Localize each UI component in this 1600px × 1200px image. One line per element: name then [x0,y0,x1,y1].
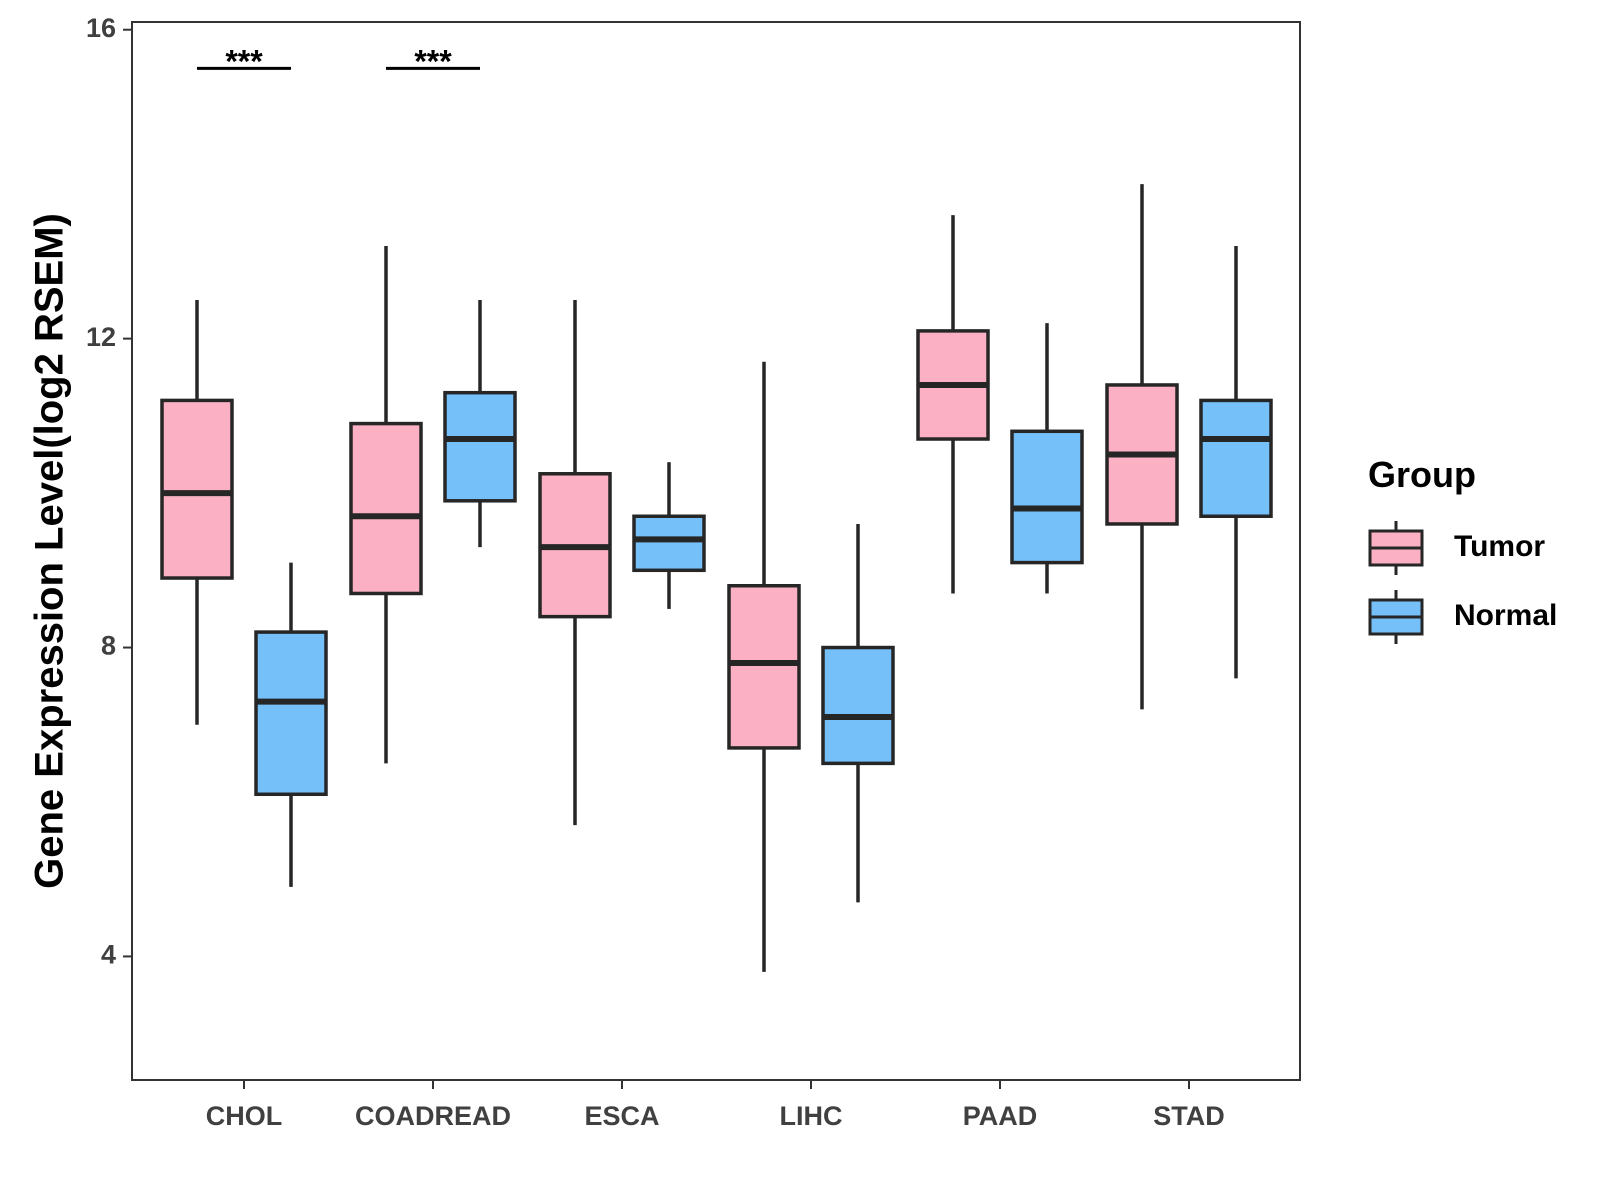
box-body [254,630,328,797]
box-normal-esca [632,462,706,609]
x-tick-label: STAD [1153,1101,1225,1131]
box-normal-paad [1010,323,1084,594]
y-tick-label: 16 [86,13,116,43]
box-body [821,645,895,766]
box-series [160,184,1273,972]
box-normal-stad [1199,245,1273,679]
box-tumor-esca [538,300,612,826]
box-normal-chol [254,562,328,887]
box-body [632,514,706,573]
y-tick-label: 4 [101,940,116,970]
x-tick-label: LIHC [780,1101,843,1131]
box-body [1199,398,1273,518]
box-body [160,398,234,580]
box-tumor-stad [1105,184,1179,710]
y-axis-title: Gene Expression Level(log2 RSEM) [28,213,72,889]
x-tick-label: COADREAD [355,1101,511,1131]
x-axis: CHOL COADREAD ESCA LIHC PAAD STAD [206,1080,1225,1131]
legend-item-tumor: Tumor [1368,521,1545,575]
x-tick-label: ESCA [584,1101,659,1131]
legend-label: Normal [1454,599,1557,632]
significance-annotations: *** *** [197,43,480,79]
legend-label: Tumor [1454,530,1545,563]
box-tumor-chol [160,300,234,725]
legend-title: Group [1368,454,1476,495]
box-tumor-paad [916,215,990,594]
box-body [727,584,801,750]
significance-label: *** [225,43,263,79]
box-body [1010,429,1084,565]
box-normal-coadread [443,300,517,548]
box-body [349,421,423,596]
legend: Group Tumor Normal [1368,454,1557,644]
plot-panel [131,21,1301,1081]
y-tick-label: 12 [86,322,116,352]
y-axis: 4 8 12 16 [86,13,132,970]
box-normal-lihc [821,523,895,903]
y-tick-label: 8 [101,631,116,661]
box-tumor-lihc [727,361,801,972]
box-body [443,390,517,503]
x-tick-label: PAAD [963,1101,1038,1131]
significance-label: *** [414,43,452,79]
x-tick-label: CHOL [206,1101,283,1131]
box-tumor-coadread [349,245,423,764]
legend-item-normal: Normal [1368,590,1557,644]
